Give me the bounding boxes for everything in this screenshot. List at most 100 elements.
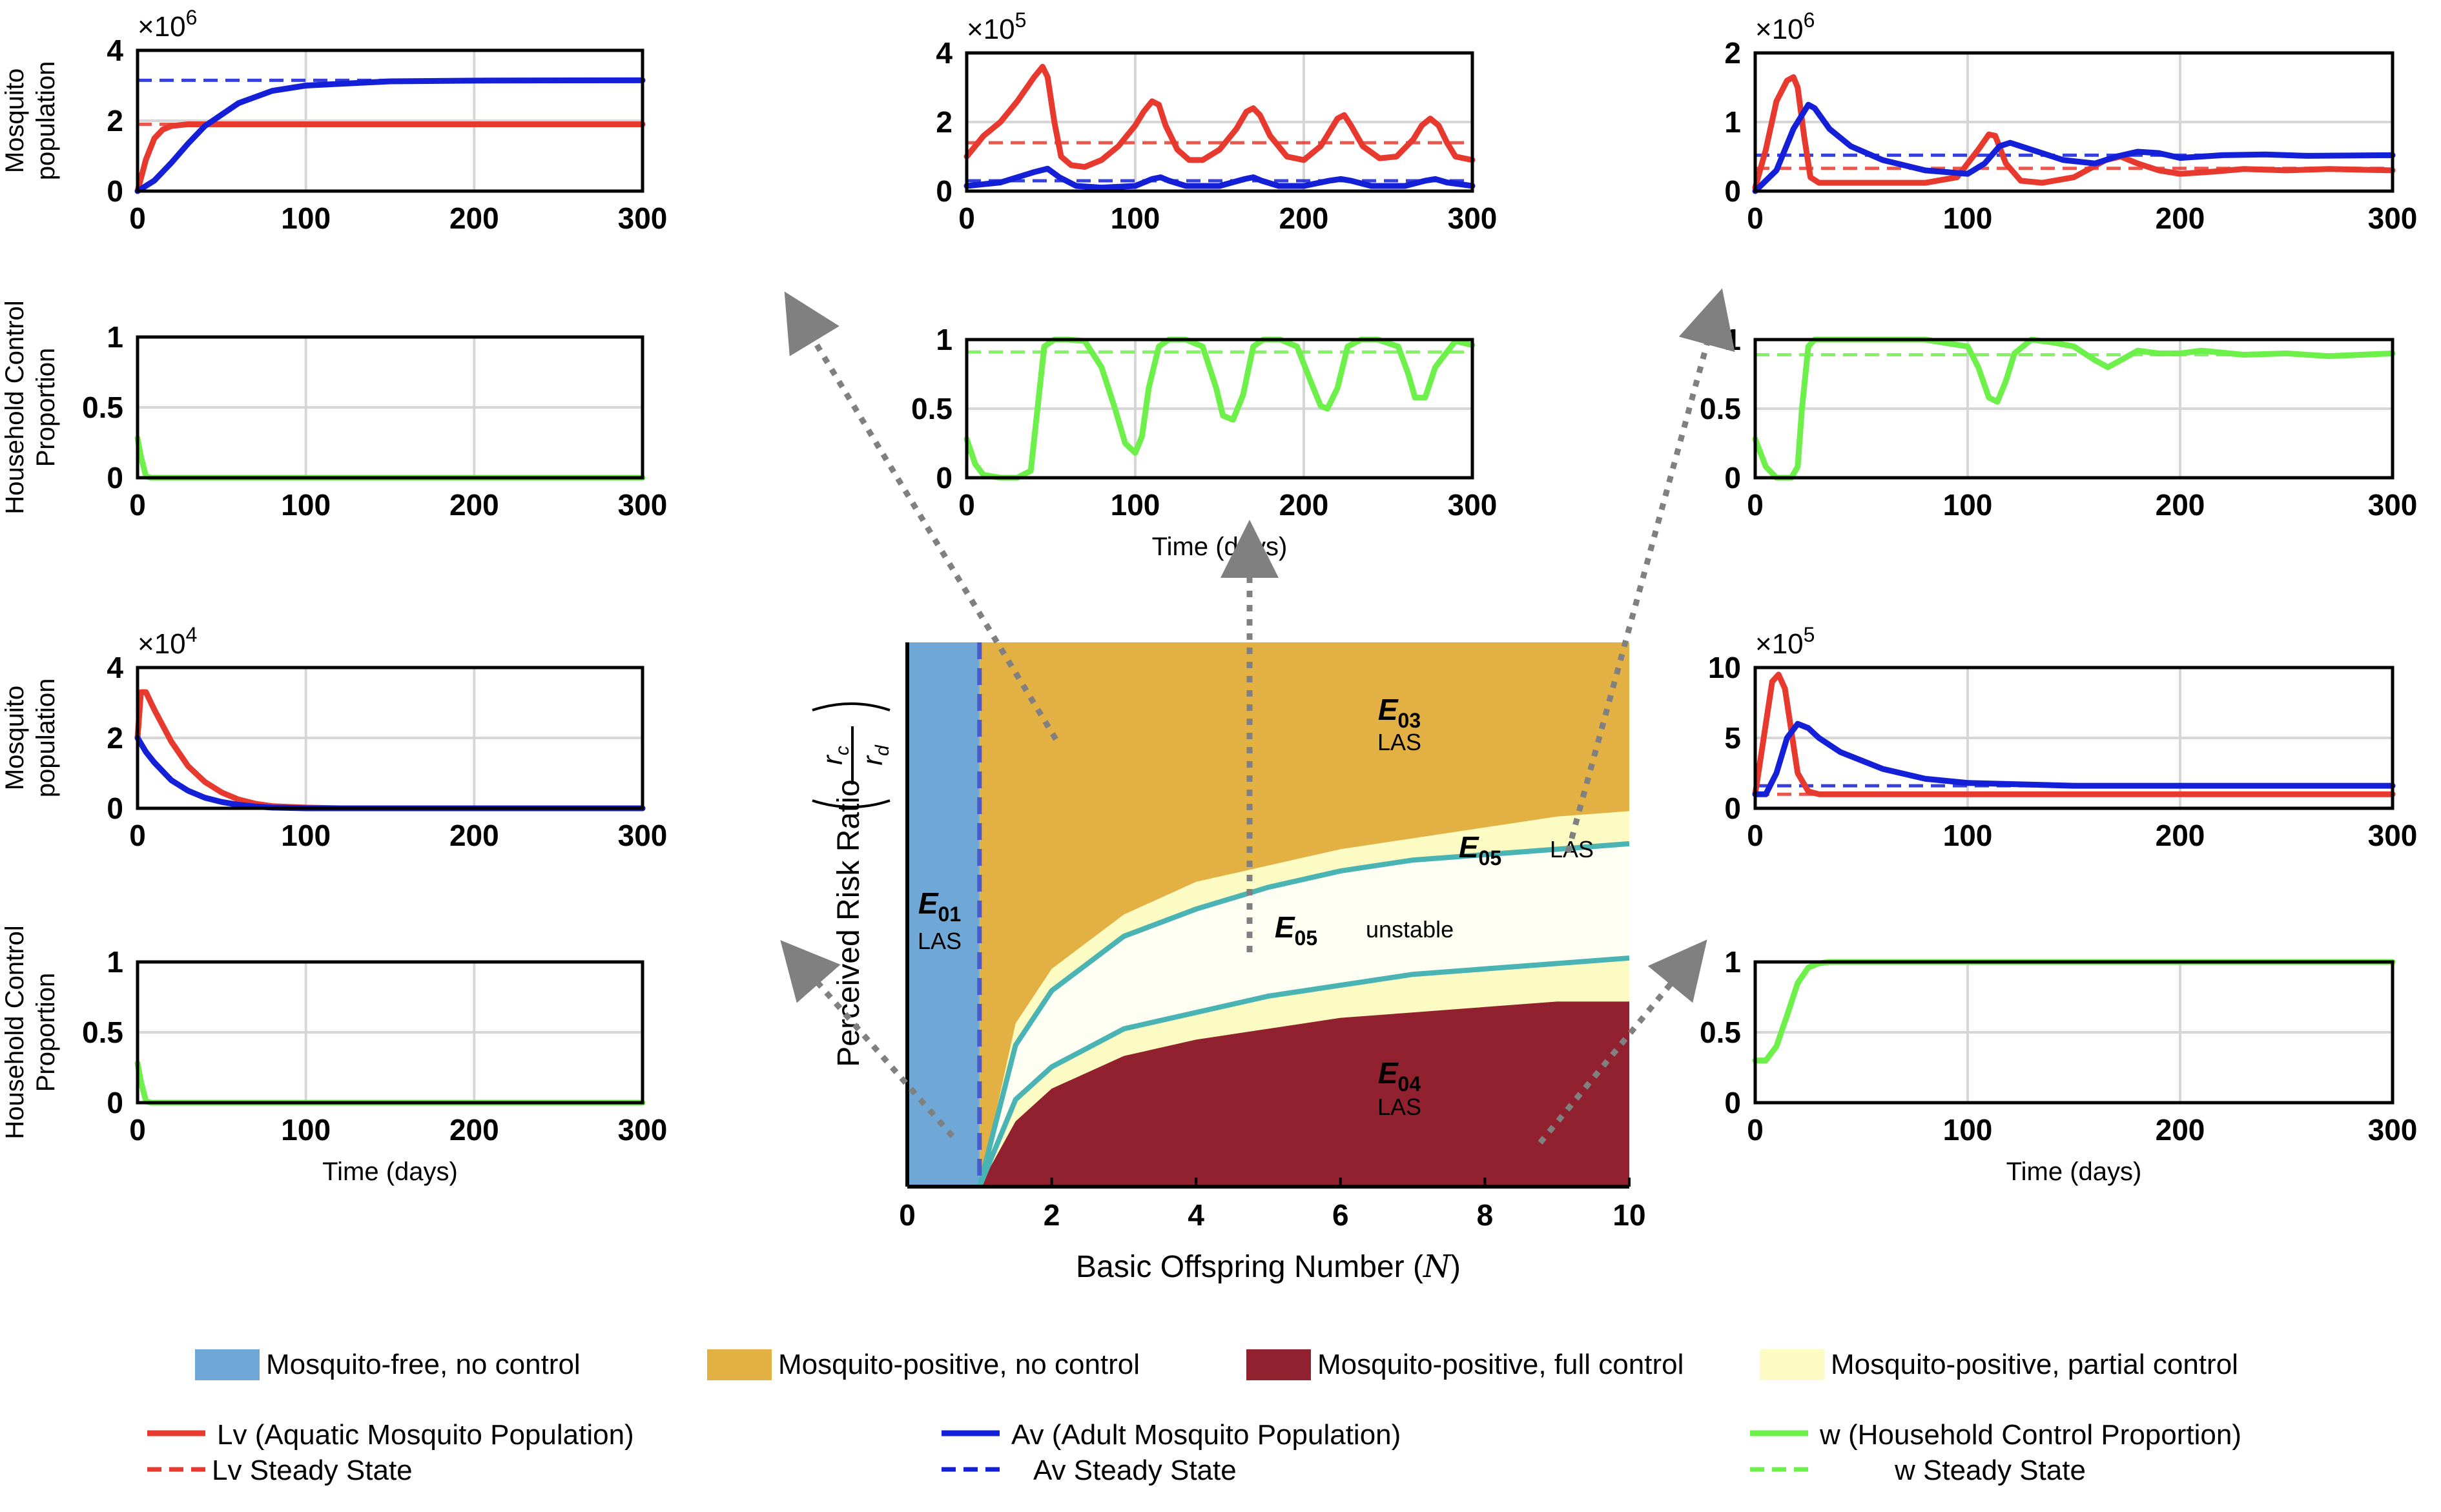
x-tick-label: 0 (899, 1198, 916, 1232)
y-axis-label: Mosquito (1, 68, 29, 173)
x-tick-label: 0 (958, 201, 975, 235)
fraction-denominator: rd (857, 744, 893, 766)
y-tick-label: 0.5 (1700, 1016, 1741, 1049)
series-line-Lv (1752, 671, 2396, 797)
x-tick-label: 0 (129, 819, 146, 852)
legend-label: w (Household Control Proportion) (1819, 1419, 2241, 1451)
y-tick-label: 0 (107, 461, 123, 495)
x-tick-label: 300 (618, 201, 668, 235)
region-full-control (979, 1001, 1629, 1187)
stability-boundary-curve (977, 955, 1630, 1188)
annotation-arrow (780, 940, 955, 1138)
plot-frame (1753, 666, 2395, 810)
legend-swatch (195, 1349, 260, 1380)
x-tick-label: 100 (281, 201, 331, 235)
equilibrium-status: LAS (1377, 729, 1421, 755)
stability-boundary-curve (976, 841, 1630, 1187)
x-tick-label: 200 (2156, 488, 2205, 522)
x-tick-label: 300 (618, 819, 668, 852)
equilibrium-label: E04 (1378, 1056, 1421, 1096)
x-tick-label: 0 (129, 488, 146, 522)
y-tick-label: 0 (936, 174, 953, 208)
x-tick-label: 0 (1747, 819, 1764, 852)
equilibrium-label: E01 (918, 886, 961, 926)
legend-label: Av Steady State (1033, 1455, 1237, 1486)
panel-p10: 0 100 200 300 0 0.5 1 Time (days) (1700, 945, 2417, 1186)
y-tick-label: 5 (1724, 721, 1741, 755)
y-tick-label: 10 (1708, 651, 1741, 684)
axis-multiplier: ×106 (1755, 8, 1815, 45)
region-mosquito-free (907, 642, 980, 1187)
x-tick-label: 300 (2368, 201, 2418, 235)
y-axis-label: Mosquito (1, 686, 29, 790)
y-tick-label: 2 (107, 104, 123, 138)
y-tick-label: 0.5 (82, 391, 123, 424)
legend-swatch (707, 1349, 772, 1380)
x-tick-label: 200 (449, 488, 499, 522)
y-tick-label: 0 (107, 792, 123, 825)
y-tick-label: 2 (936, 105, 953, 139)
y-tick-label: 4 (107, 34, 123, 67)
axis-multiplier: ×105 (1755, 623, 1815, 660)
x-tick-label: 300 (1448, 201, 1498, 235)
x-tick-label: 300 (618, 488, 668, 522)
equilibrium-label: E05 (1459, 830, 1501, 870)
y-tick-label: 2 (107, 721, 123, 755)
equilibrium-status: LAS (1550, 836, 1594, 863)
y-tick-label: 4 (936, 36, 953, 70)
series-line-w (1752, 336, 2396, 481)
x-tick-label: 0 (129, 1113, 146, 1147)
series-line-Av (1752, 101, 2396, 194)
plot-frame (136, 48, 644, 193)
y-tick-label: 0 (107, 1086, 123, 1119)
equilibrium-status: LAS (1377, 1094, 1421, 1120)
legend: Mosquito-free, no control Mosquito-positi… (147, 1349, 2241, 1486)
equilibrium-status: unstable (1366, 916, 1454, 943)
x-axis-label: Time (days) (2006, 1158, 2142, 1186)
y-tick-label: 1 (107, 320, 123, 354)
paren (812, 799, 891, 808)
y-tick-label: 1 (1724, 323, 1741, 356)
x-tick-label: 4 (1188, 1198, 1204, 1232)
x-tick-label: 100 (1943, 201, 1993, 235)
series-line-Lv (134, 689, 646, 812)
x-tick-label: 6 (1332, 1198, 1349, 1232)
panel-p1: 0 100 200 300 0 2 4 ×106 Mosquito population (1, 6, 667, 235)
x-tick-label: 0 (958, 488, 975, 522)
panel-p3: 0 100 200 300 0 2 4 ×104 Mosquito population (1, 623, 667, 852)
panel-p8: 0 100 200 300 0 0.5 1 (1700, 323, 2417, 522)
legend-swatch (1246, 1349, 1311, 1380)
region-diagram: 0 2 4 6 8 10 Basic Offspring Number (N) Perceiv… (812, 642, 1646, 1285)
y-axis-label: Proportion (32, 973, 60, 1092)
x-tick-label: 300 (1448, 488, 1498, 522)
x-tick-label: 200 (449, 819, 499, 852)
series-line-Lv (963, 63, 1476, 170)
x-tick-label: 100 (1111, 488, 1160, 522)
series-line-w (134, 1060, 646, 1106)
x-tick-label: 300 (2368, 488, 2418, 522)
equilibrium-label: E03 (1378, 693, 1421, 732)
fraction-numerator: rc (817, 746, 853, 765)
y-tick-label: 2 (1724, 36, 1741, 70)
y-tick-label: 0.5 (1700, 392, 1741, 425)
plot-frame (136, 666, 644, 810)
x-tick-label: 300 (2368, 1113, 2418, 1147)
series-line-Av (134, 735, 646, 812)
annotation-arrows (780, 288, 1735, 1145)
legend-label: Av (Adult Mosquito Population) (1011, 1419, 1401, 1451)
y-tick-label: 0 (936, 461, 953, 495)
y-axis-label: population (32, 61, 60, 181)
x-tick-label: 300 (2368, 819, 2418, 852)
y-tick-label: 1 (107, 945, 123, 979)
y-tick-label: 0.5 (82, 1016, 123, 1049)
y-tick-label: 1 (1724, 105, 1741, 139)
x-tick-label: 100 (1943, 488, 1993, 522)
x-tick-label: 100 (1111, 201, 1160, 235)
x-tick-label: 100 (281, 488, 331, 522)
panel-p5: 0 100 200 300 0 2 4 ×105 (936, 8, 1497, 235)
panel-p9: 0 100 200 300 0 5 10 ×105 (1708, 623, 2418, 852)
x-axis-label: Time (days) (1152, 533, 1288, 561)
x-tick-label: 200 (2156, 819, 2205, 852)
series-line-Av (134, 77, 646, 194)
